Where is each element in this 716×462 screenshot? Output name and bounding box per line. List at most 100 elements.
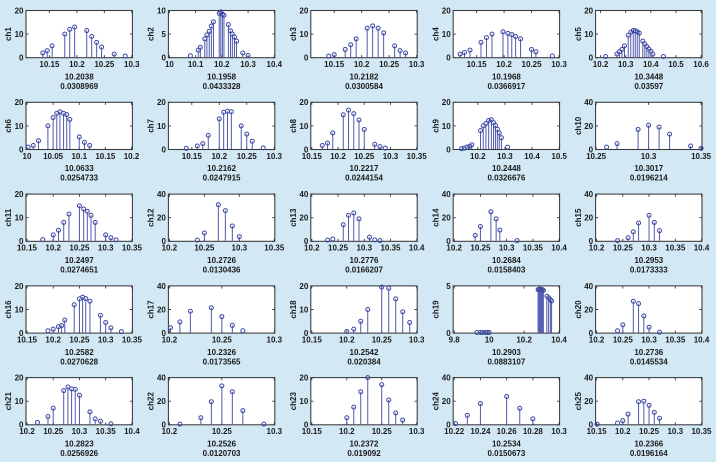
svg-text:10.28: 10.28 [523, 427, 544, 436]
svg-text:10.22: 10.22 [444, 427, 465, 436]
svg-text:0: 0 [304, 237, 309, 246]
svg-text:20: 20 [299, 282, 308, 291]
svg-text:20: 20 [299, 374, 308, 383]
svg-text:10.3: 10.3 [409, 60, 425, 69]
svg-text:10.5: 10.5 [551, 152, 567, 161]
svg-text:20: 20 [299, 214, 308, 223]
svg-text:0.0166207: 0.0166207 [345, 266, 383, 275]
svg-text:40: 40 [442, 190, 451, 199]
svg-text:10.2: 10.2 [516, 335, 532, 344]
svg-text:10.25: 10.25 [69, 335, 90, 344]
svg-text:10.2823: 10.2823 [65, 440, 94, 449]
svg-text:0: 0 [304, 421, 309, 430]
svg-text:5: 5 [446, 282, 451, 291]
svg-text:10.3: 10.3 [267, 427, 283, 436]
svg-text:0.020384: 0.020384 [347, 357, 381, 366]
svg-text:10.3: 10.3 [72, 427, 88, 436]
svg-text:10.35: 10.35 [380, 244, 401, 253]
svg-text:10.2: 10.2 [214, 60, 230, 69]
svg-text:10.3: 10.3 [551, 60, 567, 69]
svg-text:10.4: 10.4 [524, 152, 540, 161]
svg-text:10.35: 10.35 [122, 244, 143, 253]
svg-text:ch9: ch9 [431, 118, 440, 132]
svg-text:ch2: ch2 [147, 27, 156, 41]
svg-text:0: 0 [589, 145, 594, 154]
svg-text:10.35: 10.35 [122, 335, 143, 344]
svg-text:10.2372: 10.2372 [350, 440, 379, 449]
svg-text:0: 0 [589, 237, 594, 246]
svg-text:20: 20 [15, 374, 24, 383]
svg-text:10.5: 10.5 [668, 60, 684, 69]
svg-text:ch16: ch16 [4, 300, 13, 319]
svg-text:ch1: ch1 [4, 27, 13, 41]
svg-text:10.15: 10.15 [302, 335, 323, 344]
svg-text:20: 20 [299, 98, 308, 107]
svg-text:20: 20 [157, 98, 166, 107]
svg-text:0.0173333: 0.0173333 [630, 266, 668, 275]
svg-text:10.25: 10.25 [372, 427, 393, 436]
svg-text:20: 20 [584, 305, 593, 314]
svg-text:10.4: 10.4 [694, 335, 710, 344]
svg-text:0: 0 [446, 145, 451, 154]
svg-text:0: 0 [161, 145, 166, 154]
svg-text:0: 0 [589, 421, 594, 430]
svg-text:10.3: 10.3 [240, 60, 256, 69]
svg-text:20: 20 [157, 214, 166, 223]
svg-text:10: 10 [584, 30, 593, 39]
svg-text:20: 20 [442, 98, 451, 107]
svg-text:10.2736: 10.2736 [634, 348, 663, 357]
svg-text:0.0145534: 0.0145534 [630, 357, 668, 366]
svg-text:10.2: 10.2 [446, 244, 462, 253]
svg-text:10: 10 [23, 152, 32, 161]
svg-text:0.0274651: 0.0274651 [60, 266, 98, 275]
svg-text:10.4: 10.4 [551, 244, 567, 253]
svg-text:10.25: 10.25 [43, 427, 64, 436]
svg-text:0.0196214: 0.0196214 [630, 174, 668, 183]
svg-text:10.2: 10.2 [496, 60, 512, 69]
svg-text:10.1: 10.1 [71, 152, 87, 161]
svg-text:10.15: 10.15 [95, 152, 116, 161]
svg-text:10.2326: 10.2326 [207, 348, 236, 357]
svg-text:ch25: ch25 [574, 392, 583, 411]
svg-text:20: 20 [584, 6, 593, 15]
svg-text:10.3: 10.3 [266, 152, 282, 161]
svg-text:10: 10 [15, 30, 24, 39]
svg-text:10.3: 10.3 [267, 335, 283, 344]
svg-text:10: 10 [165, 60, 174, 69]
svg-text:0.0326676: 0.0326676 [487, 174, 525, 183]
svg-text:10.2903: 10.2903 [492, 348, 521, 357]
svg-text:10.2448: 10.2448 [492, 164, 521, 173]
svg-text:10.25: 10.25 [379, 60, 400, 69]
svg-text:0: 0 [446, 329, 451, 338]
svg-text:10.3: 10.3 [641, 152, 657, 161]
svg-text:0.0120703: 0.0120703 [203, 449, 241, 458]
svg-text:10: 10 [299, 122, 308, 131]
svg-text:ch24: ch24 [431, 392, 440, 411]
svg-text:10.15: 10.15 [17, 335, 38, 344]
svg-text:0.019092: 0.019092 [347, 449, 381, 458]
svg-text:10.25: 10.25 [237, 152, 258, 161]
svg-text:10.25: 10.25 [354, 152, 375, 161]
svg-text:10: 10 [157, 6, 166, 15]
svg-text:10.25: 10.25 [69, 244, 90, 253]
svg-text:10.2: 10.2 [69, 60, 85, 69]
svg-text:0: 0 [161, 54, 166, 63]
svg-text:10.15: 10.15 [39, 60, 60, 69]
svg-text:0.0244154: 0.0244154 [345, 174, 383, 183]
svg-text:10.2: 10.2 [124, 152, 140, 161]
svg-text:10: 10 [442, 122, 451, 131]
svg-text:10.15: 10.15 [587, 427, 608, 436]
svg-text:0: 0 [161, 329, 166, 338]
svg-text:20: 20 [442, 214, 451, 223]
svg-text:20: 20 [442, 6, 451, 15]
svg-text:10.1: 10.1 [188, 60, 204, 69]
svg-text:10.25: 10.25 [586, 152, 607, 161]
svg-text:0: 0 [446, 54, 451, 63]
svg-text:10: 10 [299, 305, 308, 314]
svg-text:ch6: ch6 [4, 118, 13, 132]
svg-text:10.2366: 10.2366 [634, 440, 663, 449]
svg-text:10.2: 10.2 [162, 427, 178, 436]
svg-text:10.35: 10.35 [264, 244, 285, 253]
svg-text:10.3: 10.3 [232, 244, 248, 253]
svg-text:40: 40 [584, 282, 593, 291]
